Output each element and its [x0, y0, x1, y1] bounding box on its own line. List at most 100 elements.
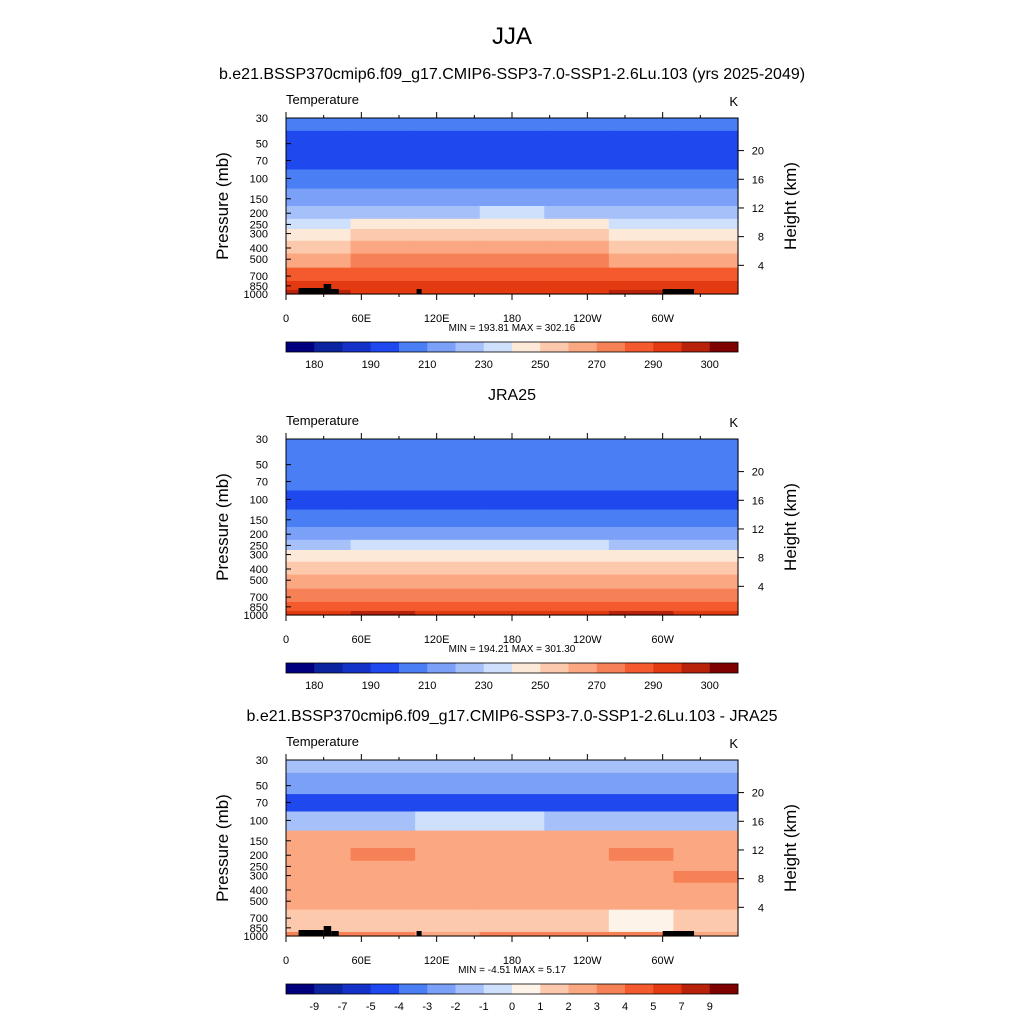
contour-cell [544, 130, 610, 153]
panel-3: b.e21.BSSP370cmip6.f09_g17.CMIP6-SSP3-7.… [213, 708, 800, 1013]
contour-cell [673, 848, 739, 862]
contour-cell [286, 539, 352, 551]
contour-cell [286, 794, 352, 813]
colorbar-label: 270 [588, 359, 606, 371]
contour-cell [673, 218, 739, 230]
contour-cell [608, 574, 675, 590]
contour-cell [286, 280, 352, 291]
contour-cell [415, 253, 481, 269]
pressure-tick-label: 200 [250, 208, 268, 220]
contour-cell [479, 473, 545, 492]
contour-cell [544, 240, 610, 255]
contour-cell [415, 152, 481, 171]
colorbar-swatch [709, 342, 739, 352]
contour-cell [479, 830, 545, 849]
contour-cell [286, 218, 352, 230]
contour-cell [415, 169, 481, 190]
contour-cell [544, 539, 610, 551]
contour-cell [544, 439, 610, 453]
contour-cell [608, 550, 675, 563]
pressure-tick-label: 200 [250, 850, 268, 862]
pressure-tick-label: 700 [250, 592, 268, 604]
colorbar-swatch [681, 663, 711, 673]
contour-cell [415, 289, 481, 295]
contour-cell [286, 206, 352, 220]
topography-block [323, 926, 332, 936]
contour-cell [479, 610, 545, 616]
contour-cell [673, 860, 739, 872]
colorbar-label: -2 [451, 1001, 461, 1013]
contour-cell [479, 229, 545, 242]
pressure-tick-label: 50 [256, 139, 268, 151]
contour-cell [673, 561, 739, 576]
contour-cell [608, 772, 675, 795]
contour-cell [608, 490, 675, 511]
contour-cell [350, 794, 416, 813]
contour-cell [479, 550, 545, 563]
contour-cell [415, 871, 481, 884]
topography-block [331, 289, 339, 294]
contour-cell [350, 280, 416, 291]
contour-cell [479, 130, 545, 153]
contour-cell [415, 588, 481, 603]
contour-cell [286, 130, 352, 153]
contour-cell [415, 490, 481, 511]
longitude-tick-label: 60E [352, 313, 372, 325]
pressure-tick-label: 100 [250, 494, 268, 506]
contour-cell [415, 830, 481, 849]
contour-cell [673, 895, 739, 911]
pressure-tick-label: 30 [256, 755, 268, 767]
colorbar-swatch [370, 984, 400, 994]
contour-cell [608, 811, 675, 832]
contour-cell [415, 206, 481, 220]
contour-cell [673, 871, 739, 884]
contour-cell [350, 574, 416, 590]
pressure-tick-label: 500 [250, 896, 268, 908]
pressure-tick-label: 300 [250, 871, 268, 883]
colorbar-swatch [709, 663, 739, 673]
contour-cell [479, 188, 545, 207]
contour-cell [479, 882, 545, 897]
figure-title: JJA [492, 23, 532, 50]
colorbar-label: 250 [531, 680, 549, 692]
contour-cell [350, 490, 416, 511]
panel-title: b.e21.BSSP370cmip6.f09_g17.CMIP6-SSP3-7.… [219, 66, 805, 83]
longitude-tick-label: 120E [424, 313, 450, 325]
colorbar-swatch [342, 984, 372, 994]
longitude-tick-label: 60W [651, 313, 674, 325]
colorbar-label: 300 [701, 680, 719, 692]
pressure-tick-label: 100 [250, 173, 268, 185]
colorbar-swatch [653, 984, 682, 994]
contour-cell [350, 206, 416, 220]
colorbar-swatch [370, 342, 400, 352]
contour-cell [544, 490, 610, 511]
colorbar-swatch [314, 663, 343, 673]
colorbar-swatch [399, 342, 428, 352]
contour-cell [350, 240, 416, 255]
contour-cell [286, 760, 352, 774]
pressure-tick-label: 850 [250, 923, 268, 935]
height-tick-label: 12 [752, 203, 764, 215]
colorbar-swatch [455, 342, 485, 352]
contour-cell [479, 601, 545, 612]
contour-cell [479, 206, 545, 220]
contour-cell [544, 922, 610, 933]
contour-cell [415, 909, 481, 924]
colorbar-label: 180 [305, 359, 323, 371]
colorbar-label: -3 [422, 1001, 432, 1013]
contour-cell [415, 280, 481, 291]
contour-cell [415, 931, 481, 937]
y2-axis-label: Height (km) [781, 162, 800, 250]
colorbar-frame [285, 983, 739, 995]
panel-title: JRA25 [488, 387, 536, 404]
contour-cell [479, 848, 545, 862]
height-tick-label: 4 [758, 902, 764, 914]
contour-cell [608, 240, 675, 255]
colorbar-swatch [625, 984, 654, 994]
contour-cell [673, 610, 739, 616]
contour-cell [544, 289, 610, 295]
contour-cell [544, 218, 610, 230]
contour-cell [350, 931, 416, 937]
contour-cell [350, 772, 416, 795]
